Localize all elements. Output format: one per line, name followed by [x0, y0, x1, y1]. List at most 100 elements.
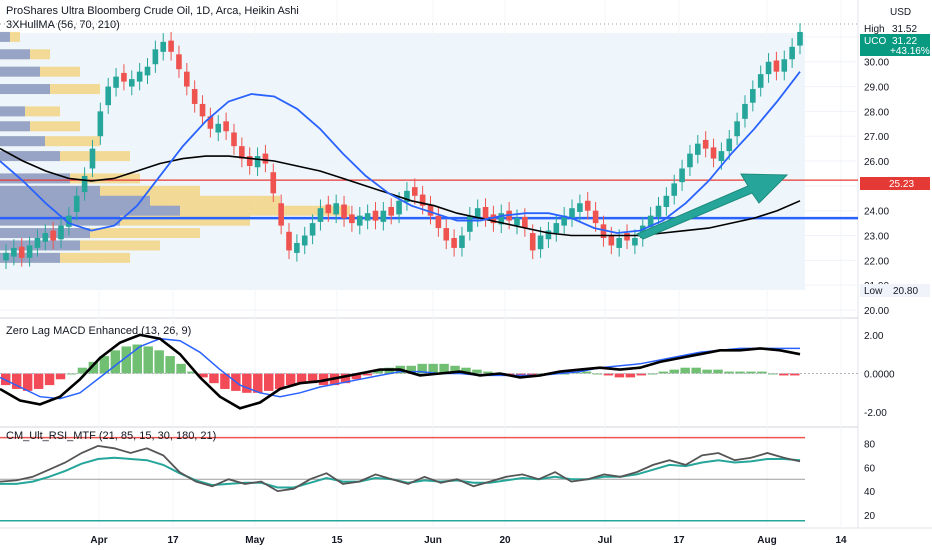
- rsi-tick-label: 40: [864, 487, 876, 498]
- candle-body: [797, 31, 803, 46]
- profile-bar: [0, 84, 50, 95]
- macd-histogram-bar: [713, 369, 723, 374]
- candle-body: [624, 233, 630, 241]
- candle-body: [545, 230, 552, 240]
- hull-slow-line: [0, 147, 801, 237]
- profile-bar: [0, 121, 80, 132]
- macd-histogram-bar: [99, 356, 110, 374]
- candle-body: [301, 235, 308, 246]
- price-tick-label: 23.00: [864, 232, 889, 243]
- profile-bar: [0, 151, 130, 162]
- candle-body: [144, 66, 151, 76]
- candle-body: [435, 215, 442, 229]
- macd-histogram-bar: [450, 365, 460, 374]
- candle-body: [474, 208, 481, 219]
- chart-title: ProShares Ultra Bloomberg Crude Oil, 1D,…: [6, 5, 299, 17]
- candle-body: [176, 54, 182, 70]
- profile-bar: [0, 136, 45, 147]
- candlestick-series: [3, 23, 803, 270]
- profile-bar: [0, 185, 100, 196]
- candle-body: [81, 175, 88, 193]
- macd-histogram-bar: [746, 371, 756, 374]
- time-tick-label: 14: [835, 535, 847, 546]
- price-tick-label: 22.00: [864, 256, 889, 267]
- profile-bar: [0, 205, 180, 216]
- candle-body: [404, 190, 410, 203]
- macd-histogram-bar: [187, 371, 197, 374]
- candle-body: [50, 230, 56, 241]
- price-tick-label: 29.00: [864, 83, 889, 94]
- macd-indicator-label[interactable]: Zero Lag MACD Enhanced (13, 26, 9): [6, 325, 192, 337]
- macd-histogram-bar: [702, 369, 712, 374]
- macd-histogram-bar: [285, 373, 296, 386]
- macd-histogram-bar: [296, 373, 307, 384]
- macd-histogram-bar: [22, 373, 33, 391]
- macd-tick-label: 2.00: [864, 331, 884, 342]
- candle-body: [309, 223, 316, 236]
- macd-histogram-bar: [121, 346, 132, 374]
- profile-bar: [0, 106, 60, 117]
- candle-body: [105, 86, 111, 106]
- candle-body: [34, 238, 41, 248]
- low-tag-box: [860, 284, 930, 297]
- time-tick-label: 15: [331, 535, 343, 546]
- trend-arrow: [636, 173, 789, 240]
- currency-label: USD: [890, 7, 911, 18]
- hull-ma-lines: [0, 71, 801, 237]
- price-tick-label: 30.00: [864, 58, 889, 69]
- time-tick-label: Jun: [424, 535, 442, 546]
- profile-bar: [0, 185, 200, 196]
- macd-tick-label: 0.0000: [864, 370, 895, 381]
- macd-tick-label: -2.00: [864, 408, 887, 419]
- candle-body: [710, 147, 717, 159]
- candle-body: [718, 151, 725, 162]
- macd-histogram-bar: [307, 373, 318, 384]
- last-price: 31.22: [892, 36, 917, 47]
- profile-bar: [0, 66, 40, 77]
- macd-histogram-bar: [483, 371, 493, 374]
- profile-bar: [0, 121, 30, 132]
- symbol-label: UCO: [864, 36, 886, 47]
- macd-histogram-bar: [44, 373, 55, 386]
- candle-body: [632, 238, 638, 246]
- macd-pane: [0, 333, 858, 410]
- candle-body: [42, 233, 49, 242]
- low-label: Low: [864, 286, 883, 297]
- macd-histogram-bar: [406, 365, 416, 374]
- candle-body: [419, 194, 426, 206]
- macd-histogram-bar: [88, 361, 99, 374]
- profile-bar: [0, 252, 130, 263]
- candle-body: [765, 61, 772, 75]
- macd-histogram-bar: [110, 350, 121, 374]
- candle-body: [616, 238, 622, 248]
- rsi-indicator-label[interactable]: CM_Ult_RSI_MTF (21, 85, 15, 30, 180, 21): [6, 430, 217, 442]
- time-tick-label: May: [245, 535, 265, 546]
- rsi-tick-label: 60: [864, 463, 876, 474]
- profile-bar: [0, 173, 70, 184]
- last-price-tag: [860, 34, 930, 56]
- macd-histogram-bar: [11, 373, 22, 389]
- macd-histogram-bar: [362, 373, 373, 376]
- macd-histogram-bar: [614, 373, 625, 378]
- candle-body: [128, 79, 135, 87]
- macd-histogram-bar: [472, 369, 482, 374]
- candle-body: [356, 215, 363, 226]
- candle-body: [561, 215, 567, 226]
- candle-body: [317, 208, 324, 222]
- macd-histogram-bar: [680, 367, 690, 374]
- profile-bar: [0, 215, 120, 226]
- rsi-tick-label: 80: [864, 440, 876, 451]
- candle-body: [514, 218, 520, 226]
- candle-body: [121, 72, 127, 82]
- candle-body: [781, 59, 788, 72]
- time-tick-label: 17: [167, 535, 179, 546]
- profile-bar: [0, 151, 60, 162]
- candle-body: [388, 206, 395, 216]
- hull-indicator-label[interactable]: 3XHullMA (56, 70, 210): [6, 19, 120, 31]
- macd-histogram-bar: [428, 363, 438, 374]
- macd-histogram-bar: [779, 373, 789, 376]
- macd-histogram-bar: [77, 367, 88, 374]
- horizontal-levels: [0, 23, 858, 220]
- macd-histogram-bar: [439, 363, 449, 374]
- candle-body: [294, 242, 300, 253]
